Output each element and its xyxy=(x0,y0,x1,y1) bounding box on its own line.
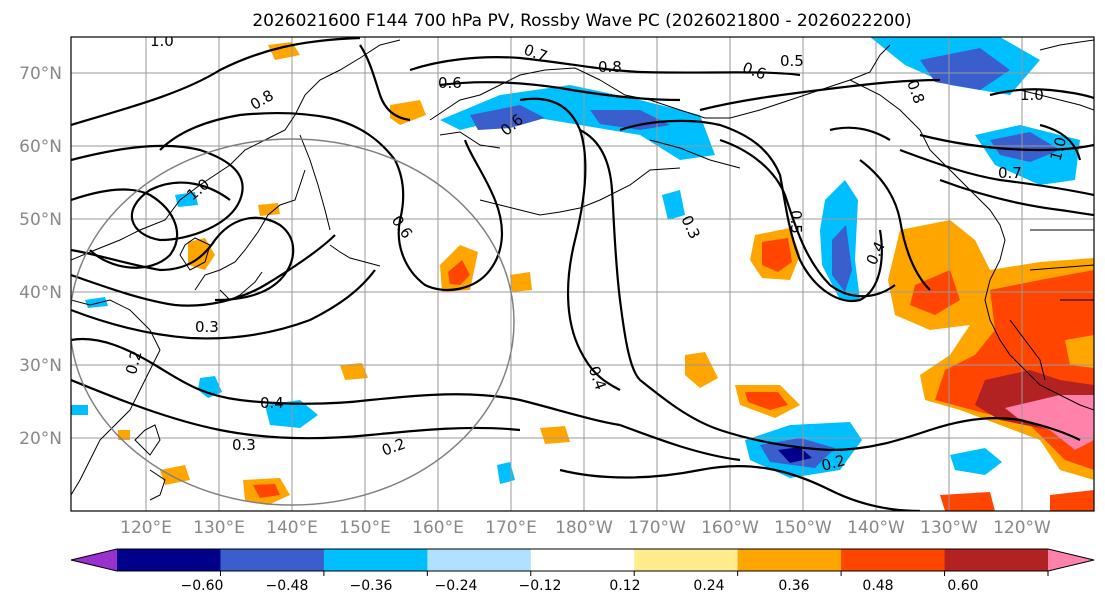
pos-anomaly-sml-c-red xyxy=(253,484,280,498)
lon-label: 120°W xyxy=(993,518,1051,538)
colorbar-segment xyxy=(530,549,635,571)
pos-anomaly-sub1 xyxy=(685,352,718,388)
colorbar-segment xyxy=(841,549,946,571)
colorbar-tick-label: 0.48 xyxy=(862,578,893,594)
gridlines xyxy=(71,37,1094,511)
neg-anomaly-alaska-core xyxy=(920,48,1010,90)
contour-label: 0.8 xyxy=(598,58,622,76)
colorbar-tick-label: −0.48 xyxy=(266,578,309,594)
lon-label: 160°E xyxy=(412,518,464,538)
pos-anomaly-sml-a xyxy=(390,100,426,125)
contour-label: 0.5 xyxy=(787,210,805,234)
pv-anomaly-shading xyxy=(71,37,1094,511)
pos-anomaly-sml-j xyxy=(258,203,280,216)
lon-label: 170°W xyxy=(628,518,686,538)
contour-label: 0.2 xyxy=(122,349,146,377)
colorbar-tick-label: 0.36 xyxy=(778,578,809,594)
colorbar-ticks xyxy=(219,571,1049,576)
map-frame xyxy=(70,36,1095,512)
map-panel: 1.0 0.8 0.6 0.7 0.8 0.6 0.5 1.0 0.8 0.6 … xyxy=(19,32,1095,538)
contour-label: 1.0 xyxy=(1020,86,1044,104)
lon-label: 120°E xyxy=(120,518,172,538)
lon-label: 180°W xyxy=(555,518,613,538)
lon-label: 150°E xyxy=(339,518,391,538)
colorbar-tick-label: −0.36 xyxy=(350,578,393,594)
pos-anomaly-sml-d xyxy=(340,363,368,380)
colorbar-tick-label: 0.12 xyxy=(609,578,640,594)
colorbar-tick-label: 0.24 xyxy=(693,578,724,594)
neg-anomaly-trough-east-core xyxy=(832,225,852,292)
colorbar-segment xyxy=(220,549,325,571)
colorbar-segment xyxy=(323,549,428,571)
pos-anomaly-sml-f xyxy=(510,272,532,292)
great-circle-ring xyxy=(71,138,515,506)
lon-label: 170°E xyxy=(485,518,537,538)
lon-labels: 120°E 130°E 140°E 150°E 160°E 170°E 180°… xyxy=(120,518,1051,538)
colorbar-segment xyxy=(634,549,739,571)
lon-label: 150°W xyxy=(774,518,832,538)
contour-label: 0.6 xyxy=(438,74,462,92)
lon-label: 160°W xyxy=(701,518,759,538)
colorbar-tick-label: −0.12 xyxy=(519,578,562,594)
neg-anomaly-bering-core xyxy=(470,105,545,130)
lon-label: 130°W xyxy=(920,518,978,538)
pv-contours xyxy=(71,37,1094,511)
lat-label: 60°N xyxy=(19,137,62,157)
pos-anomaly-sml-i xyxy=(1050,490,1094,511)
colorbar: −0.60 −0.48 −0.36 −0.24 −0.12 0.12 0.24 … xyxy=(70,548,1095,594)
lat-label: 20°N xyxy=(19,429,62,449)
contour-label: 0.7 xyxy=(998,164,1022,182)
neg-anomaly-sml5 xyxy=(175,192,198,207)
colorbar-extend-low xyxy=(71,549,117,571)
figure-title: 2026021600 F144 700 hPa PV, Rossby Wave … xyxy=(252,11,911,31)
contour-label: 1.0 xyxy=(150,32,174,50)
lat-label: 40°N xyxy=(19,283,62,303)
pos-anomaly-sub2-red xyxy=(745,392,788,410)
colorbar-tick-label: −0.60 xyxy=(181,578,224,594)
neg-anomaly-bering-core2 xyxy=(590,110,670,130)
colorbar-segment xyxy=(427,549,532,571)
lat-labels: 70°N 60°N 50°N 40°N 30°N 20°N xyxy=(19,64,62,449)
neg-anomaly-gulf-core xyxy=(990,132,1060,162)
contour-label: 1.0 xyxy=(1047,135,1071,163)
lon-label: 130°E xyxy=(193,518,245,538)
colorbar-segments xyxy=(71,549,1094,571)
pos-anomaly-mid-pacific-red xyxy=(762,238,792,272)
contour-label: 0.2 xyxy=(820,451,848,475)
colorbar-segment xyxy=(117,549,221,571)
colorbar-extend-high xyxy=(1048,549,1094,571)
neg-anomaly-sml7 xyxy=(71,405,88,415)
colorbar-tick-label: 0.60 xyxy=(947,578,978,594)
pos-anomaly-sml-e xyxy=(540,426,570,444)
lon-label: 140°W xyxy=(847,518,905,538)
lat-label: 70°N xyxy=(19,64,62,84)
colorbar-segment xyxy=(944,549,1049,571)
colorbar-outline xyxy=(70,548,1095,572)
pos-anomaly-sml-h xyxy=(940,492,995,511)
contour-label: 0.4 xyxy=(260,394,284,412)
pos-anomaly-dateline-red xyxy=(448,260,470,285)
pos-anomaly-sml-g xyxy=(160,465,190,485)
neg-anomaly-sml2 xyxy=(662,190,685,220)
colorbar-labels: −0.60 −0.48 −0.36 −0.24 −0.12 0.12 0.24 … xyxy=(181,578,979,594)
lon-label: 140°E xyxy=(266,518,318,538)
colorbar-tick-label: −0.24 xyxy=(435,578,478,594)
colorbar-segment xyxy=(737,549,842,571)
contour-label: 0.3 xyxy=(232,436,256,454)
lat-label: 30°N xyxy=(19,356,62,376)
contour-label: 0.5 xyxy=(780,52,804,70)
contour-label: 0.3 xyxy=(195,318,219,336)
pos-anomaly-sml-k xyxy=(1065,335,1094,368)
lat-label: 50°N xyxy=(19,210,62,230)
neg-anomaly-sml3 xyxy=(950,448,1002,475)
coastlines xyxy=(71,39,1094,501)
